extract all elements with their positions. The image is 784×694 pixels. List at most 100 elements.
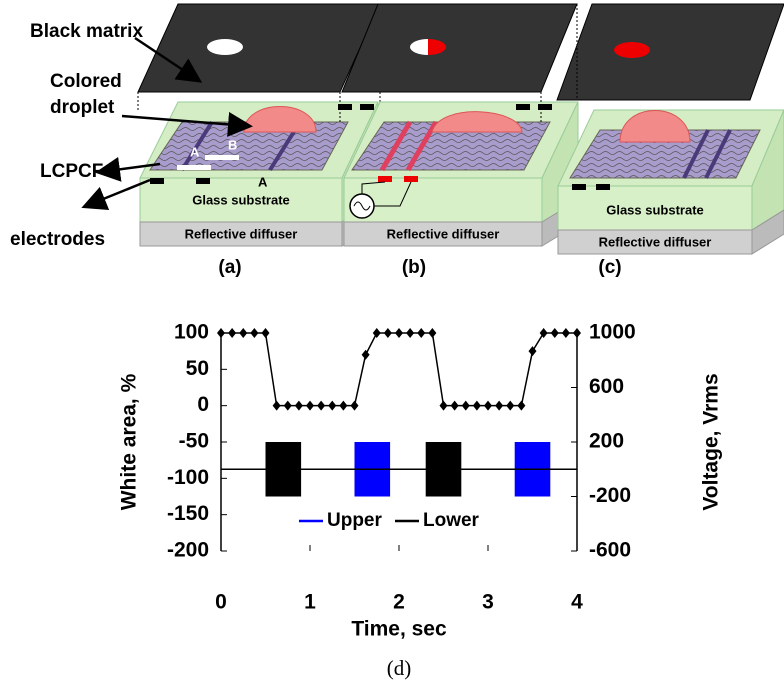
x-tick-label: 1 <box>304 591 316 614</box>
x-tick-label: 2 <box>393 591 405 614</box>
electrode <box>405 120 439 172</box>
y-tick-label: -100 <box>167 466 209 489</box>
mark-label: A <box>258 174 268 189</box>
y-tick-label: 100 <box>174 321 209 344</box>
x-tick-label: 3 <box>482 591 494 614</box>
wire <box>374 181 412 207</box>
y2-tick-label: 600 <box>589 375 624 398</box>
y2-tick-label: -600 <box>589 539 631 562</box>
gap <box>177 165 211 170</box>
aperture <box>410 39 428 55</box>
data-point <box>294 400 303 411</box>
electrode-pad <box>378 176 392 182</box>
data-point <box>350 400 359 411</box>
panel-label: (b) <box>402 257 426 278</box>
panel-a <box>137 3 381 247</box>
data-point <box>472 400 481 411</box>
data-point <box>328 400 337 411</box>
electrode-pad <box>338 104 352 110</box>
arrow <box>121 111 253 137</box>
legend-label: Lower <box>423 510 480 531</box>
mark-label: B <box>228 137 237 152</box>
data-point <box>484 400 492 411</box>
ac-symbol <box>353 201 371 211</box>
data-point <box>250 328 259 338</box>
black-matrix <box>341 3 578 93</box>
y-tick-label: -200 <box>167 539 209 562</box>
droplet <box>619 110 691 143</box>
x-tick-label: 4 <box>571 591 583 614</box>
mark-label: A <box>190 144 200 159</box>
electrode <box>180 120 214 172</box>
label: electrodes <box>10 229 105 250</box>
data-point <box>317 400 326 411</box>
panel-label: (a) <box>218 257 241 278</box>
electrode-pad <box>516 104 530 110</box>
data-point <box>417 328 426 338</box>
glass-front <box>343 177 543 223</box>
data-point <box>495 400 504 411</box>
data-point <box>461 400 470 411</box>
lcpcf-texture <box>150 122 348 170</box>
electrode <box>379 120 413 172</box>
black-matrix <box>556 3 784 101</box>
electrode-pad <box>150 178 164 184</box>
arrow <box>134 36 203 83</box>
white-area-line <box>221 332 577 407</box>
gap <box>205 155 239 160</box>
glass-label: Glass substrate <box>192 192 290 207</box>
data-point <box>439 400 448 411</box>
data-point <box>339 400 348 411</box>
arrow <box>81 178 151 211</box>
electrode <box>704 129 732 179</box>
data-point <box>395 328 403 338</box>
label: LCPCF <box>40 161 103 182</box>
data-point <box>228 328 237 338</box>
panel-label: (c) <box>598 257 621 278</box>
diffuser-side <box>751 209 784 255</box>
x-tick-label: 0 <box>215 591 227 614</box>
electrode-pad <box>404 176 418 182</box>
diffuser <box>557 229 753 255</box>
y2-tick-label: 200 <box>589 430 624 453</box>
aperture <box>614 42 650 58</box>
arrow <box>95 156 161 182</box>
legend-label: Upper <box>327 510 383 531</box>
electrode-pad <box>572 184 586 190</box>
data-point <box>528 346 537 357</box>
panel-c <box>556 3 784 255</box>
y-tick-label: -150 <box>167 502 209 525</box>
y2-tick-label: 1000 <box>589 321 636 344</box>
droplet <box>431 111 523 133</box>
caption: (d) <box>387 656 412 680</box>
data-point <box>428 328 437 338</box>
y-tick-label: 0 <box>197 393 209 416</box>
black-matrix <box>137 3 381 93</box>
data-point <box>506 400 515 411</box>
data-point <box>272 400 281 411</box>
data-point <box>239 328 248 338</box>
electrode-pad <box>596 184 610 190</box>
electrode-pad <box>360 104 374 110</box>
y-tick-label: -50 <box>179 430 209 453</box>
data-point <box>261 328 270 338</box>
diffuser-label: Reflective diffuser <box>599 234 712 249</box>
panel-b <box>341 3 579 247</box>
label: Colored <box>50 71 122 92</box>
wire <box>361 181 386 194</box>
y-tick-label: 50 <box>186 357 209 380</box>
aperture <box>428 39 446 55</box>
x-axis-title: Time, sec <box>351 618 447 641</box>
diffuser <box>139 221 343 247</box>
electrode-pad <box>196 178 210 184</box>
data-point <box>561 328 570 338</box>
data-point <box>283 400 292 411</box>
electrode <box>682 129 710 179</box>
label: droplet <box>50 97 115 118</box>
data-point <box>450 400 459 411</box>
data-point <box>217 328 225 338</box>
data-point <box>573 328 581 338</box>
data-point <box>550 328 559 338</box>
data-point <box>383 328 392 338</box>
